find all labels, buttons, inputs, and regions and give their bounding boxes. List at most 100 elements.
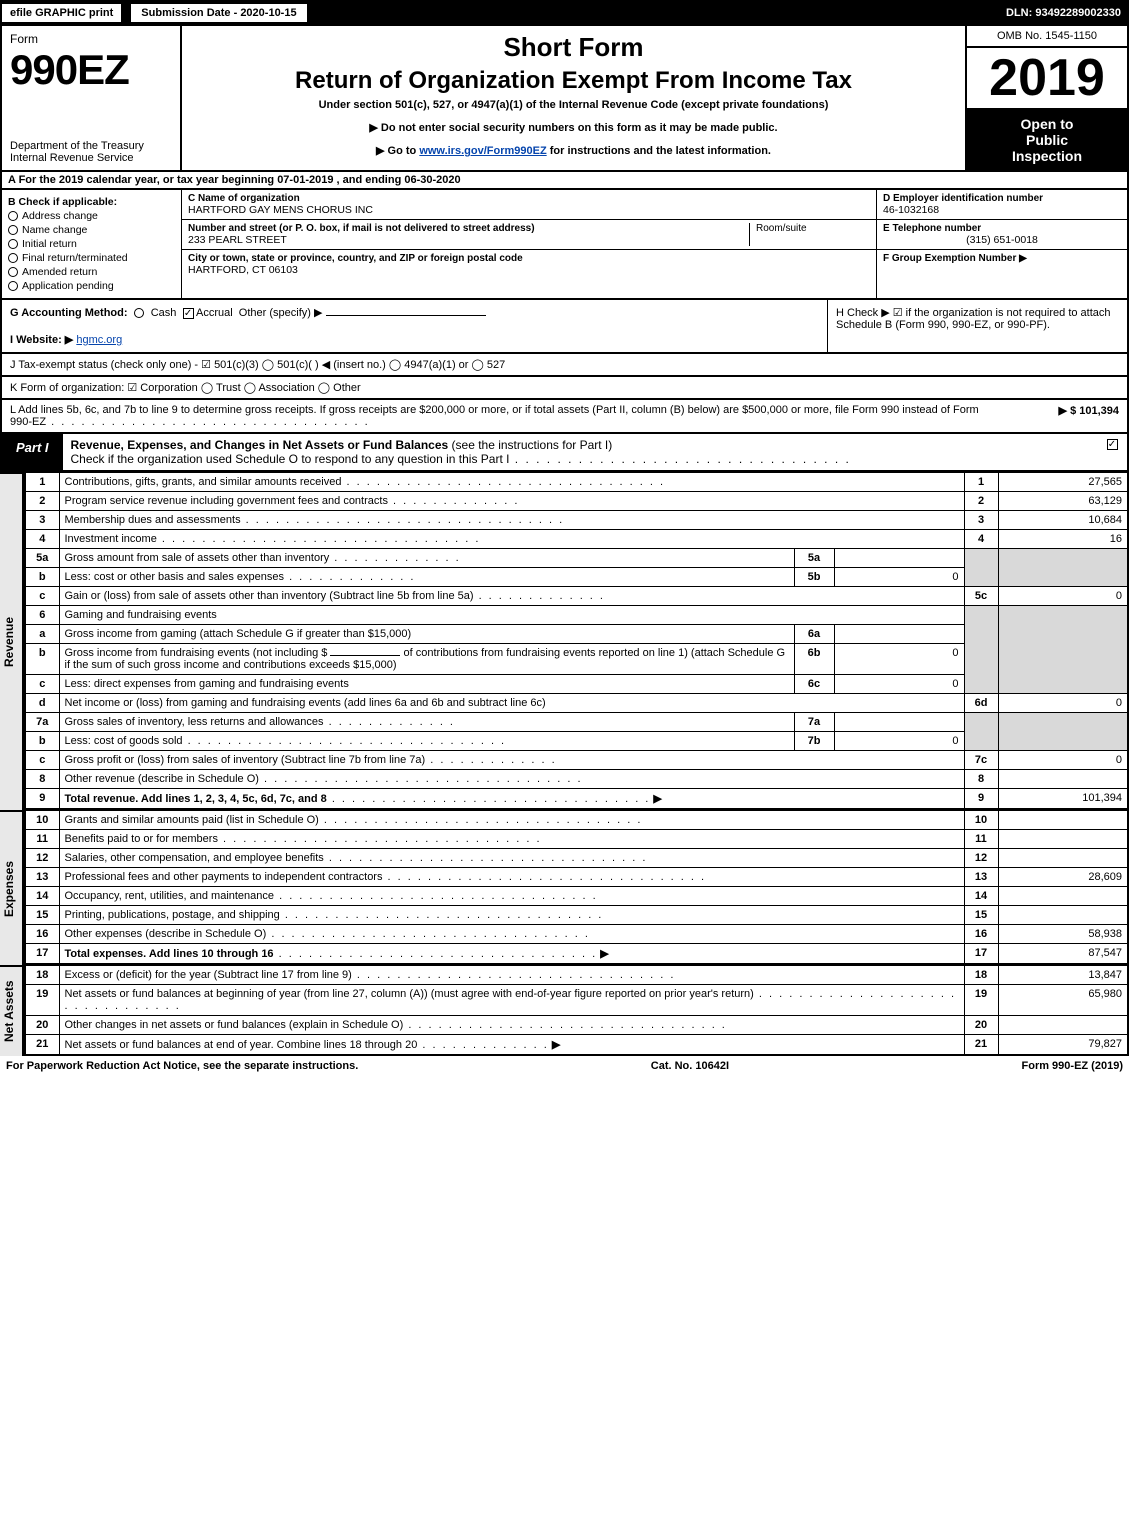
- dept-treasury: Department of the Treasury: [10, 140, 172, 152]
- part-1-tab: Part I: [2, 434, 63, 470]
- line-l-text: L Add lines 5b, 6c, and 7b to line 9 to …: [10, 404, 999, 428]
- open-l1: Open to: [971, 116, 1123, 132]
- line-6d: d Net income or (loss) from gaming and f…: [25, 694, 1128, 713]
- line-16: 16 Other expenses (describe in Schedule …: [25, 925, 1128, 944]
- line-a-tax-year: A For the 2019 calendar year, or tax yea…: [0, 172, 1129, 190]
- top-bar: efile GRAPHIC print Submission Date - 20…: [0, 0, 1129, 26]
- line-13: 13 Professional fees and other payments …: [25, 868, 1128, 887]
- line-18: 18 Excess or (deficit) for the year (Sub…: [25, 966, 1128, 985]
- header-left: Form 990EZ Department of the Treasury In…: [2, 26, 182, 170]
- line-20: 20 Other changes in net assets or fund b…: [25, 1016, 1128, 1035]
- website-link[interactable]: hgmc.org: [76, 334, 122, 346]
- part-1-header: Part I Revenue, Expenses, and Changes in…: [0, 434, 1129, 472]
- revenue-section: Revenue 1 Contributions, gifts, grants, …: [0, 472, 1129, 810]
- line-1: 1 Contributions, gifts, grants, and simi…: [25, 473, 1128, 492]
- page-footer: For Paperwork Reduction Act Notice, see …: [0, 1056, 1129, 1076]
- line-15: 15 Printing, publications, postage, and …: [25, 906, 1128, 925]
- line-19: 19 Net assets or fund balances at beginn…: [25, 985, 1128, 1016]
- opt-final-return[interactable]: Final return/terminated: [8, 252, 175, 264]
- telephone-value: (315) 651-0018: [883, 234, 1121, 246]
- part-1-title: Revenue, Expenses, and Changes in Net As…: [63, 434, 1097, 470]
- line-6c: c Less: direct expenses from gaming and …: [25, 675, 1128, 694]
- header-center: Short Form Return of Organization Exempt…: [182, 26, 967, 170]
- line-5b: b Less: cost or other basis and sales ex…: [25, 568, 1128, 587]
- line-6: 6 Gaming and fundraising events: [25, 606, 1128, 625]
- city-label: City or town, state or province, country…: [188, 253, 870, 264]
- line-h: H Check ▶ ☑ if the organization is not r…: [827, 300, 1127, 352]
- org-name-label: C Name of organization: [188, 193, 870, 204]
- acct-accrual-check[interactable]: ✓: [183, 308, 194, 319]
- opt-initial-return[interactable]: Initial return: [8, 238, 175, 250]
- line-5a: 5a Gross amount from sale of assets othe…: [25, 549, 1128, 568]
- street-label: Number and street (or P. O. box, if mail…: [188, 223, 745, 234]
- line-j: J Tax-exempt status (check only one) - ☑…: [0, 354, 1129, 377]
- line-12: 12 Salaries, other compensation, and emp…: [25, 849, 1128, 868]
- box-b-title: B Check if applicable:: [8, 196, 175, 208]
- footer-form: Form 990-EZ (2019): [1022, 1060, 1123, 1072]
- dln-label: DLN: 93492289002330: [1006, 7, 1121, 19]
- line-6a: a Gross income from gaming (attach Sched…: [25, 625, 1128, 644]
- room-suite-label: Room/suite: [750, 223, 870, 246]
- line-17: 17 Total expenses. Add lines 10 through …: [25, 944, 1128, 965]
- box-c: C Name of organization HARTFORD GAY MENS…: [182, 190, 877, 298]
- return-title: Return of Organization Exempt From Incom…: [192, 67, 955, 95]
- city-value: HARTFORD, CT 06103: [188, 264, 870, 276]
- box-b: B Check if applicable: Address change Na…: [2, 190, 182, 298]
- street-value: 233 PEARL STREET: [188, 234, 745, 246]
- ein-label: D Employer identification number: [883, 193, 1121, 204]
- open-to-public: Open to Public Inspection: [967, 110, 1127, 170]
- acct-cash-radio[interactable]: [134, 308, 144, 318]
- row-g-h-i: G Accounting Method: Cash ✓ Accrual Othe…: [0, 300, 1129, 354]
- opt-application-pending[interactable]: Application pending: [8, 280, 175, 292]
- open-l2: Public: [971, 132, 1123, 148]
- line-2: 2 Program service revenue including gove…: [25, 492, 1128, 511]
- line-l-amount: ▶ $ 101,394: [999, 404, 1119, 428]
- line-l: L Add lines 5b, 6c, and 7b to line 9 to …: [0, 400, 1129, 434]
- form-header: Form 990EZ Department of the Treasury In…: [0, 26, 1129, 172]
- box-def: D Employer identification number 46-1032…: [877, 190, 1127, 298]
- part-1-schedule-o-check[interactable]: ✓: [1097, 434, 1127, 470]
- line-3: 3 Membership dues and assessments 3 10,6…: [25, 511, 1128, 530]
- tax-year: 2019: [967, 48, 1127, 110]
- line-6b: b Gross income from fundraising events (…: [25, 644, 1128, 675]
- line-14: 14 Occupancy, rent, utilities, and maint…: [25, 887, 1128, 906]
- short-form-title: Short Form: [192, 32, 955, 63]
- header-right: OMB No. 1545-1150 2019 Open to Public In…: [967, 26, 1127, 170]
- irs-link[interactable]: www.irs.gov/Form990EZ: [419, 145, 546, 157]
- opt-name-change[interactable]: Name change: [8, 224, 175, 236]
- net-assets-vlabel: Net Assets: [0, 965, 24, 1056]
- expenses-vlabel: Expenses: [0, 810, 24, 965]
- line-7b: b Less: cost of goods sold 7b 0: [25, 732, 1128, 751]
- dept-irs: Internal Revenue Service: [10, 152, 172, 164]
- goto-post: for instructions and the latest informat…: [547, 145, 771, 157]
- entity-info-row: B Check if applicable: Address change Na…: [0, 190, 1129, 300]
- submission-date-button[interactable]: Submission Date - 2020-10-15: [129, 2, 308, 24]
- open-l3: Inspection: [971, 148, 1123, 164]
- line-7a: 7a Gross sales of inventory, less return…: [25, 713, 1128, 732]
- line-8: 8 Other revenue (describe in Schedule O)…: [25, 770, 1128, 789]
- footer-left: For Paperwork Reduction Act Notice, see …: [6, 1060, 358, 1072]
- line-10: 10 Grants and similar amounts paid (list…: [25, 811, 1128, 830]
- org-name-value: HARTFORD GAY MENS CHORUS INC: [188, 204, 870, 216]
- revenue-table: 1 Contributions, gifts, grants, and simi…: [24, 472, 1129, 810]
- ein-value: 46-1032168: [883, 204, 1121, 216]
- form-code: 990EZ: [10, 46, 172, 94]
- line-7c: c Gross profit or (loss) from sales of i…: [25, 751, 1128, 770]
- net-assets-table: 18 Excess or (deficit) for the year (Sub…: [24, 965, 1129, 1056]
- expenses-table: 10 Grants and similar amounts paid (list…: [24, 810, 1129, 965]
- opt-address-change[interactable]: Address change: [8, 210, 175, 222]
- goto-notice: ▶ Go to www.irs.gov/Form990EZ for instru…: [192, 144, 955, 157]
- line-k: K Form of organization: ☑ Corporation ◯ …: [0, 377, 1129, 400]
- net-assets-section: Net Assets 18 Excess or (deficit) for th…: [0, 965, 1129, 1056]
- group-exemption-label: F Group Exemption Number ▶: [883, 253, 1121, 264]
- line-g: G Accounting Method: Cash ✓ Accrual Othe…: [10, 306, 819, 319]
- line-11: 11 Benefits paid to or for members 11: [25, 830, 1128, 849]
- line-i: I Website: ▶ hgmc.org: [10, 333, 819, 346]
- efile-print-label[interactable]: efile GRAPHIC print: [0, 2, 123, 24]
- opt-amended-return[interactable]: Amended return: [8, 266, 175, 278]
- line-5c: c Gain or (loss) from sale of assets oth…: [25, 587, 1128, 606]
- ssn-notice: ▶ Do not enter social security numbers o…: [192, 121, 955, 134]
- return-subtitle: Under section 501(c), 527, or 4947(a)(1)…: [192, 99, 955, 111]
- expenses-section: Expenses 10 Grants and similar amounts p…: [0, 810, 1129, 965]
- footer-cat: Cat. No. 10642I: [651, 1060, 729, 1072]
